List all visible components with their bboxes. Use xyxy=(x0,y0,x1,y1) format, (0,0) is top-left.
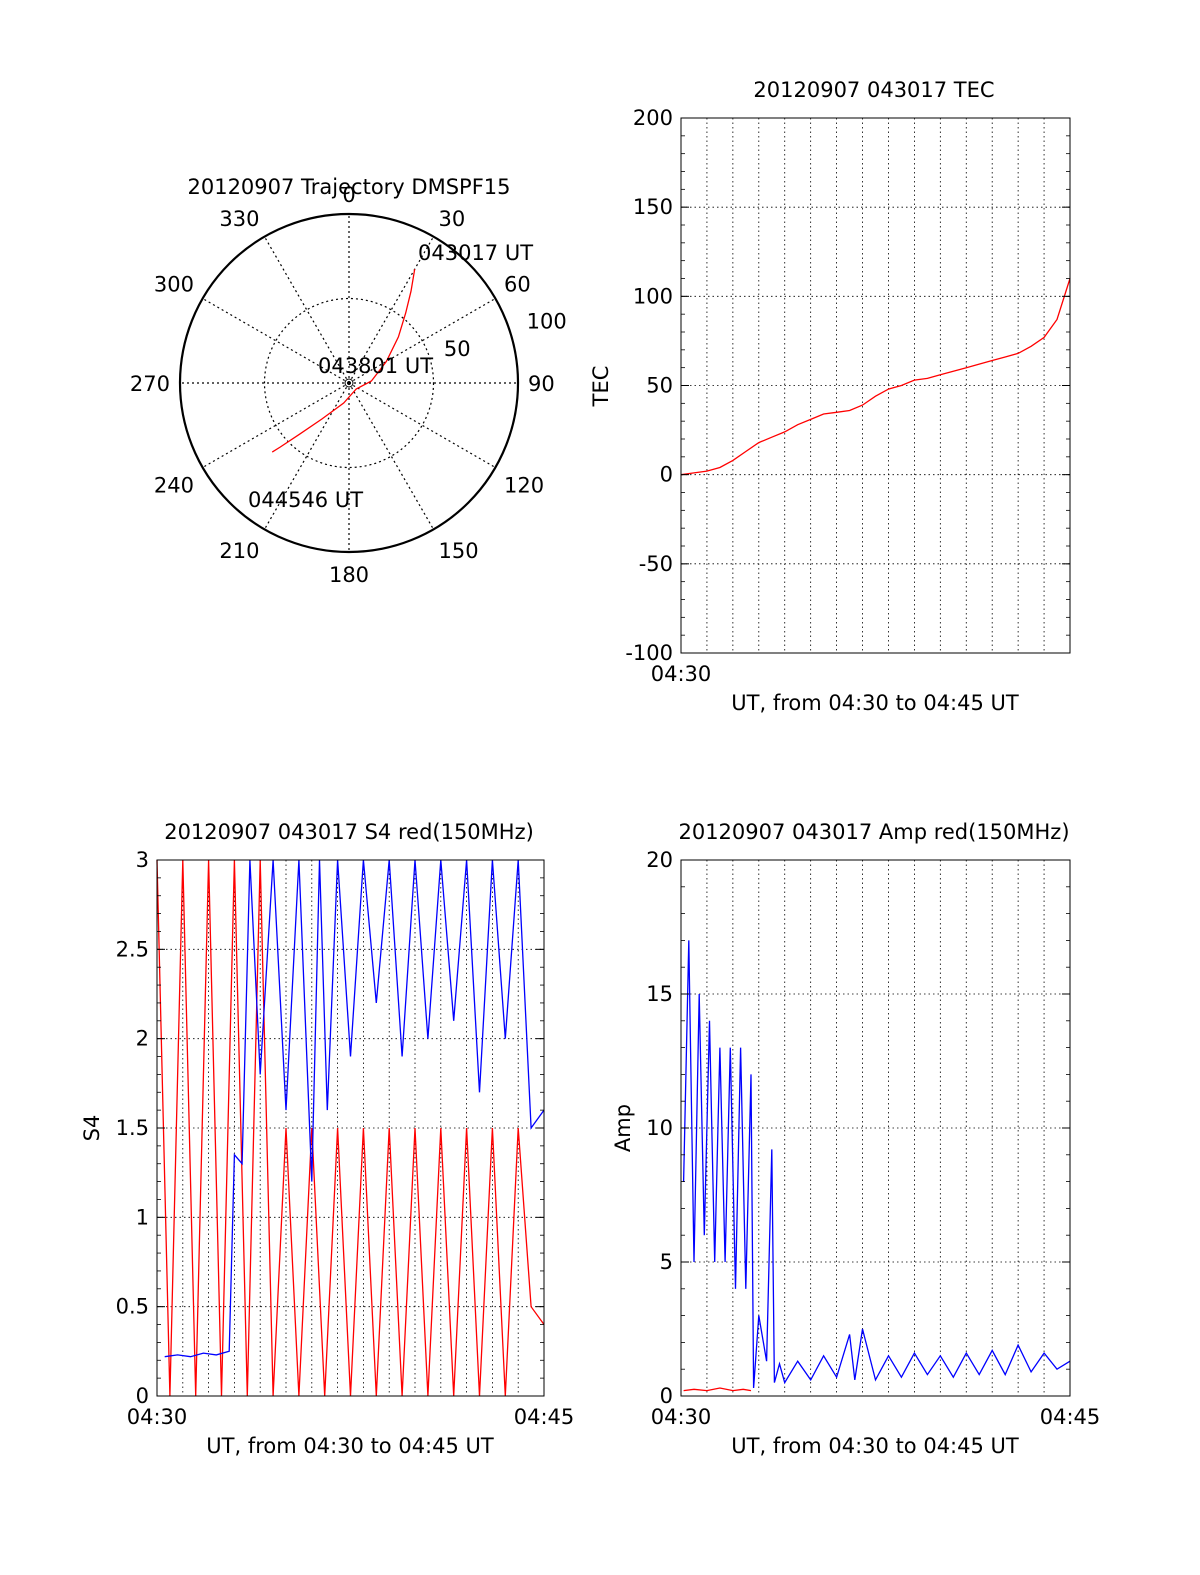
amp-ytick-label: 10 xyxy=(646,1116,673,1140)
s4-ytick-label: 1 xyxy=(136,1205,149,1229)
polar-angle-tick: 210 xyxy=(219,539,259,563)
tec-line-0 xyxy=(680,278,1071,476)
amp-series xyxy=(682,940,1071,1392)
polar-spoke xyxy=(263,382,350,530)
s4-xtick-label: 04:45 xyxy=(514,1405,575,1429)
tec-ytick-label: -100 xyxy=(625,641,673,665)
s4-ytick-label: 2 xyxy=(136,1027,149,1051)
tec-y-ticks: -100 -50 0 50 100 150 200 xyxy=(625,106,1070,665)
amp-title: 20120907 043017 Amp red(150MHz) xyxy=(678,820,1069,844)
polar-angle-tick: 120 xyxy=(504,474,544,498)
s4-y-axis-label: S4 xyxy=(80,1115,104,1142)
tec-x-ticks: 04:30 xyxy=(651,662,712,686)
polar-spoke xyxy=(202,297,350,384)
tec-y-axis-label: TEC xyxy=(589,366,613,408)
polar-angle-tick: 150 xyxy=(439,539,479,563)
tec-ytick-label: 0 xyxy=(660,463,673,487)
s4-ytick-label: 2.5 xyxy=(116,937,149,961)
polar-zenith-marker xyxy=(344,378,354,388)
tec-ytick-label: 150 xyxy=(633,195,673,219)
s4-line-1 xyxy=(164,859,545,1358)
annotation-end-time: 044546 UT xyxy=(248,488,363,512)
annotation-start-time: 043017 UT xyxy=(418,241,533,265)
tec-ytick-label: 200 xyxy=(633,106,673,130)
amp-x-axis-label: UT, from 04:30 to 04:45 UT xyxy=(731,1434,1019,1458)
polar-angle-tick: 0 xyxy=(342,183,355,207)
tec-ytick-label: 100 xyxy=(633,284,673,308)
polar-angle-labels: 0 30 60 90 120 150 180 210 240 270 300 330 xyxy=(130,183,555,587)
amp-ytick-label: 20 xyxy=(646,848,673,872)
polar-angle-tick: 90 xyxy=(528,372,555,396)
annotation-mid-time: 043801 UT xyxy=(318,354,433,378)
tec-x-axis-label: UT, from 04:30 to 04:45 UT xyxy=(731,691,1019,715)
polar-spoke xyxy=(348,236,435,384)
amp-gridlines xyxy=(681,860,1070,1396)
polar-angle-tick: 30 xyxy=(439,207,466,231)
polar-angle-tick: 270 xyxy=(130,372,170,396)
s4-x-ticks: 04:30 04:45 xyxy=(127,1405,575,1429)
polar-outer-ring xyxy=(178,212,520,554)
polar-inner-ring xyxy=(263,297,435,469)
amp-x-ticks: 04:30 04:45 xyxy=(651,1405,1101,1429)
polar-angle-tick: 180 xyxy=(329,563,369,587)
s4-gridlines xyxy=(157,860,544,1396)
amp-y-axis-label: Amp xyxy=(611,1104,635,1152)
tec-ytick-label: 50 xyxy=(646,374,673,398)
panel-amp: 20120907 043017 Amp red(150MHz) 0 5 10 15 20… xyxy=(611,820,1100,1458)
tec-title: 20120907 043017 TEC xyxy=(753,78,994,102)
panel-s4: 20120907 043017 S4 red(150MHz) 0 0.5 1 1.5 2… xyxy=(80,820,574,1458)
amp-line-0 xyxy=(683,1387,752,1392)
amp-ytick-label: 15 xyxy=(646,982,673,1006)
polar-spoke xyxy=(348,382,435,530)
s4-ytick-label: 0.5 xyxy=(116,1295,149,1319)
tec-series xyxy=(680,278,1071,476)
trajectory-series xyxy=(271,269,416,453)
tec-xtick-label: 04:30 xyxy=(651,662,712,686)
s4-x-axis-label: UT, from 04:30 to 04:45 UT xyxy=(206,1434,494,1458)
polar-radius-labels: 50 100 xyxy=(444,310,567,361)
s4-xtick-label: 04:30 xyxy=(127,1405,188,1429)
polar-spoke xyxy=(263,236,350,384)
s4-ytick-label: 1.5 xyxy=(116,1116,149,1140)
s4-ytick-label: 3 xyxy=(136,848,149,872)
trajectory-title: 20120907 Trajectory DMSPF15 xyxy=(187,175,510,199)
amp-xtick-label: 04:30 xyxy=(651,1405,712,1429)
polar-grid xyxy=(178,212,520,554)
polar-spoke xyxy=(202,382,350,469)
polar-angle-tick: 60 xyxy=(504,273,531,297)
polar-angle-tick: 240 xyxy=(154,474,194,498)
amp-y-ticks: 0 5 10 15 20 xyxy=(646,848,1070,1408)
amp-ytick-label: 0 xyxy=(660,1384,673,1408)
tec-ytick-label: -50 xyxy=(639,552,673,576)
tec-gridlines xyxy=(681,118,1070,653)
polar-angle-tick: 300 xyxy=(154,273,194,297)
amp-xtick-label: 04:45 xyxy=(1040,1405,1101,1429)
s4-ytick-label: 0 xyxy=(136,1384,149,1408)
s4-y-ticks: 0 0.5 1 1.5 2 2.5 3 xyxy=(116,848,544,1408)
amp-line-1 xyxy=(682,940,1071,1389)
panel-tec: 20120907 043017 TEC -100-50050100150200 … xyxy=(589,78,1071,715)
trajectory-line xyxy=(271,269,416,453)
polar-radius-tick: 50 xyxy=(444,337,471,361)
polar-angle-tick: 330 xyxy=(219,207,259,231)
polar-radius-tick: 100 xyxy=(527,310,567,334)
amp-ytick-label: 5 xyxy=(660,1250,673,1274)
polar-spoke xyxy=(348,297,496,384)
polar-spoke xyxy=(348,382,496,469)
panel-trajectory: 20120907 Trajectory DMSPF15 0 30 60 90 120 15… xyxy=(130,175,567,587)
s4-title: 20120907 043017 S4 red(150MHz) xyxy=(164,820,534,844)
